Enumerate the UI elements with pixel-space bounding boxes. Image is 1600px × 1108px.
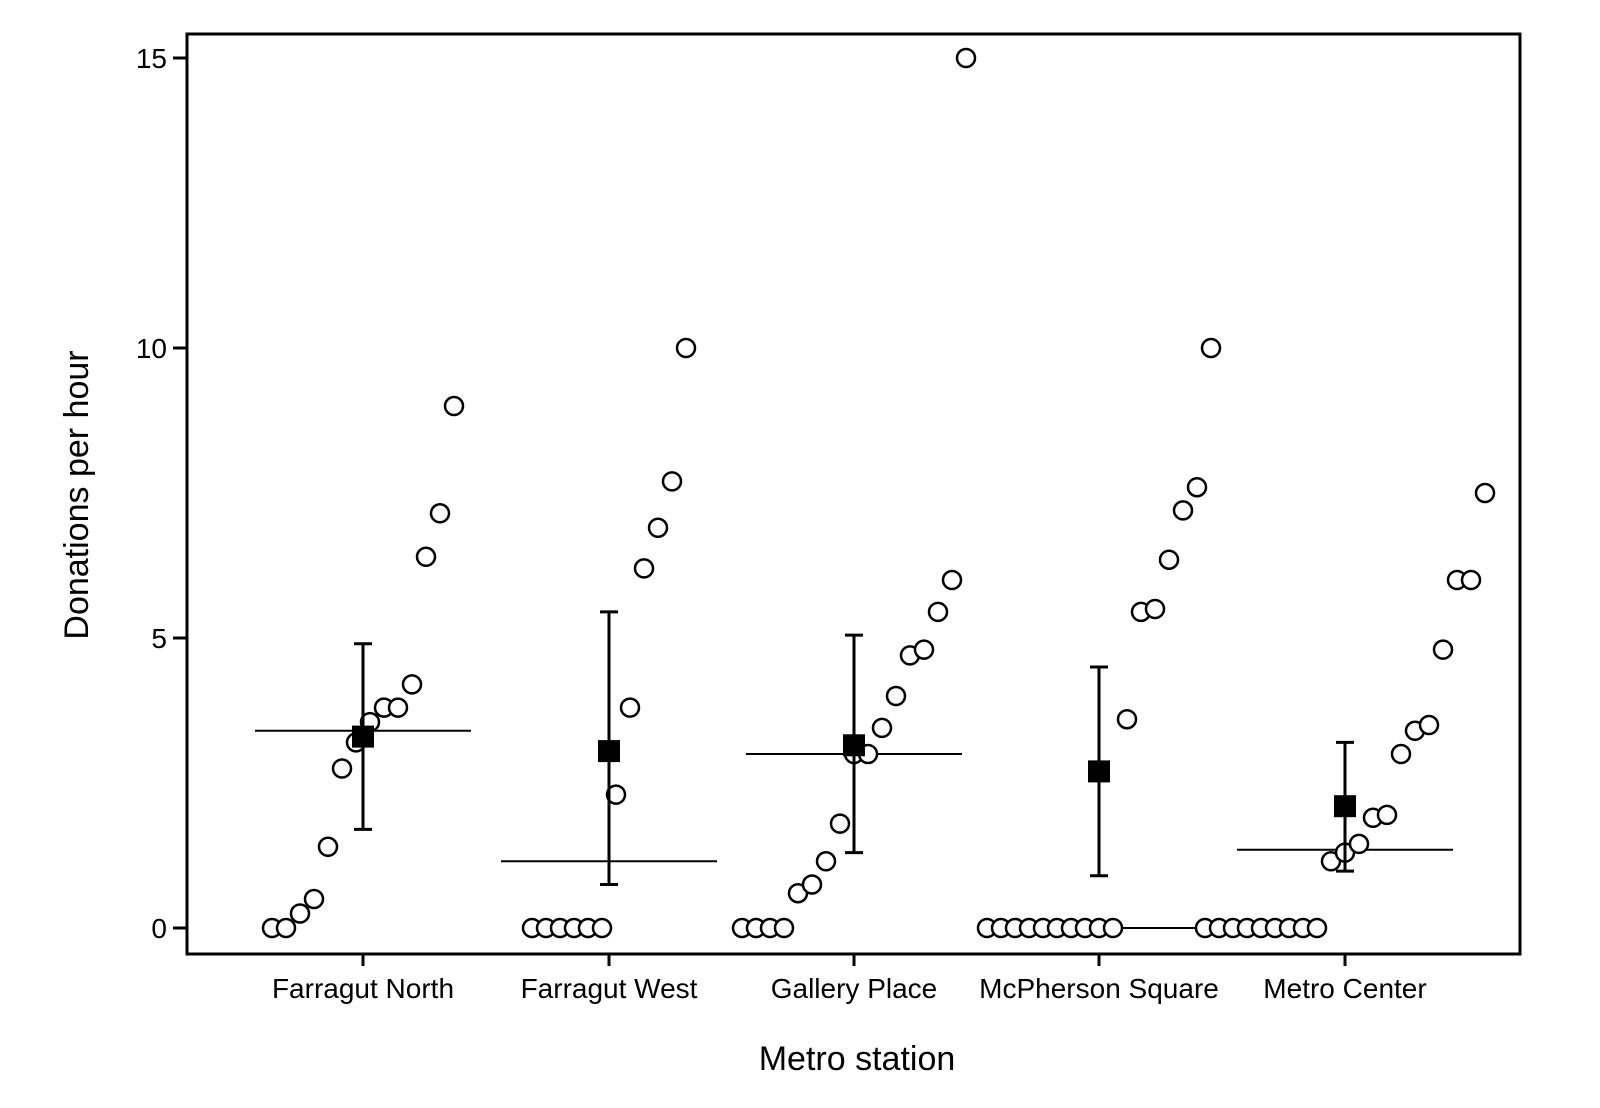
y-tick-label: 15 xyxy=(136,43,167,74)
data-point xyxy=(275,917,297,939)
data-point xyxy=(619,697,641,718)
data-point xyxy=(675,337,697,359)
data-point xyxy=(331,758,353,779)
data-point xyxy=(1172,500,1194,521)
mean-marker xyxy=(352,725,374,748)
data-point xyxy=(661,471,683,492)
y-axis: 0 5 10 15 xyxy=(136,43,187,944)
data-point xyxy=(591,917,613,939)
data-point xyxy=(1376,804,1398,826)
data-point xyxy=(387,697,409,718)
data-point xyxy=(605,784,627,805)
x-tick-label: Gallery Place xyxy=(771,973,938,1004)
data-point xyxy=(1102,917,1124,939)
data-point xyxy=(913,639,935,660)
chart-marks xyxy=(255,47,1496,939)
data-point xyxy=(941,569,963,591)
data-point xyxy=(1200,337,1222,359)
data-point xyxy=(647,517,669,539)
data-point xyxy=(429,503,451,524)
data-point xyxy=(1432,639,1454,660)
x-axis-title: Metro station xyxy=(759,1040,956,1078)
data-point xyxy=(401,674,423,695)
data-point xyxy=(927,601,949,623)
y-axis-title: Donations per hour xyxy=(58,350,96,639)
data-point xyxy=(443,395,465,417)
data-point xyxy=(415,546,437,568)
data-point xyxy=(1186,476,1208,498)
data-point xyxy=(303,888,325,910)
group-mcpherson-square xyxy=(976,337,1222,939)
data-point xyxy=(815,851,837,872)
x-tick-label: McPherson Square xyxy=(979,973,1219,1004)
data-point xyxy=(773,917,795,939)
y-tick-label: 10 xyxy=(136,333,167,364)
group-farragut-west xyxy=(501,337,717,939)
data-point xyxy=(1348,833,1370,855)
data-point xyxy=(955,47,977,69)
mean-marker xyxy=(1088,760,1110,783)
data-point xyxy=(829,813,851,834)
data-point xyxy=(801,874,823,895)
data-point xyxy=(1418,714,1440,736)
data-point xyxy=(1116,708,1138,730)
data-point xyxy=(1460,569,1482,591)
data-point xyxy=(1306,917,1328,939)
group-metro-center xyxy=(1194,482,1496,939)
data-point xyxy=(885,685,907,707)
x-tick-label: Farragut West xyxy=(521,973,698,1004)
data-point xyxy=(1158,549,1180,570)
data-point xyxy=(289,903,311,924)
x-tick-label: Metro Center xyxy=(1263,973,1426,1004)
data-point xyxy=(871,717,893,739)
x-axis: Farragut North Farragut West Gallery Place… xyxy=(272,954,1427,1004)
data-point xyxy=(1474,482,1496,504)
data-point xyxy=(1144,598,1166,620)
y-tick-label: 5 xyxy=(151,623,167,654)
y-tick-label: 0 xyxy=(151,913,167,944)
data-point xyxy=(317,836,339,858)
x-tick-label: Farragut North xyxy=(272,973,454,1004)
mean-marker xyxy=(598,740,620,763)
group-farragut-north xyxy=(255,395,471,939)
group-gallery-place xyxy=(731,47,977,939)
data-point xyxy=(633,558,655,579)
mean-marker xyxy=(843,734,865,757)
data-point xyxy=(1390,743,1412,765)
mean-marker xyxy=(1334,795,1356,818)
